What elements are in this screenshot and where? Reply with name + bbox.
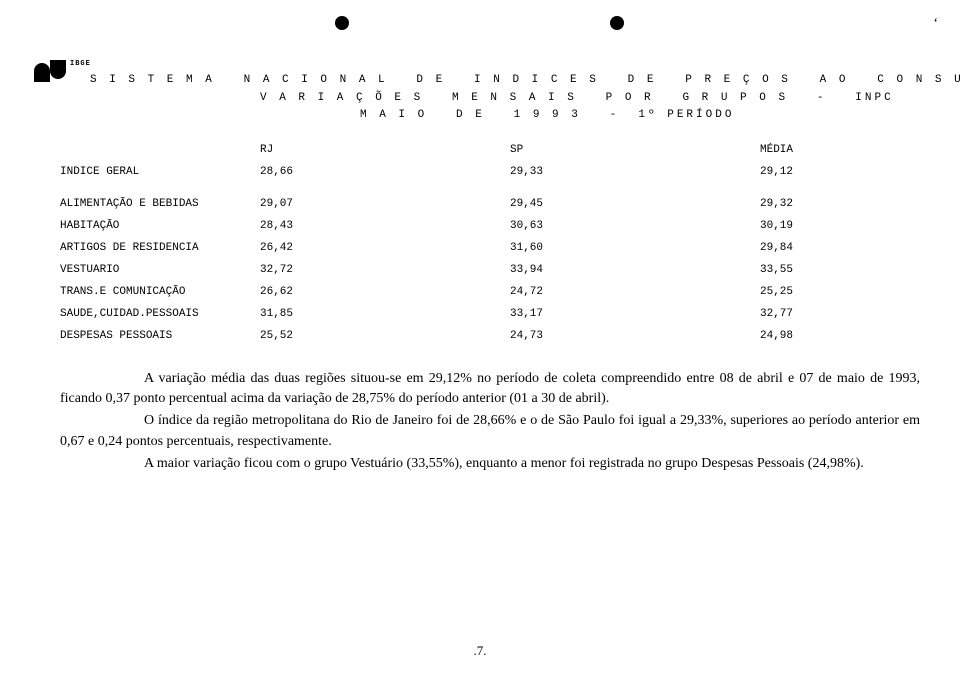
table-row: ARTIGOS DE RESIDENCIA 26,42 31,60 29,84 bbox=[60, 237, 920, 259]
header-line-1: S I S T E M A N A C I O N A L D E I N D … bbox=[90, 72, 920, 90]
row-label: TRANS.E COMUNICAÇÃO bbox=[60, 281, 260, 303]
row-media: 24,98 bbox=[760, 325, 920, 347]
col-blank bbox=[60, 139, 260, 161]
row-label: DESPESAS PESSOAIS bbox=[60, 325, 260, 347]
row-label: ALIMENTAÇÃO E BEBIDAS bbox=[60, 193, 260, 215]
row-media: 29,12 bbox=[760, 161, 920, 183]
table-row: INDICE GERAL 28,66 29,33 29,12 bbox=[60, 161, 920, 183]
page-content: S I S T E M A N A C I O N A L D E I N D … bbox=[60, 72, 920, 476]
punch-dot-2 bbox=[610, 16, 624, 30]
row-sp: 33,17 bbox=[510, 303, 760, 325]
table-row: TRANS.E COMUNICAÇÃO 26,62 24,72 25,25 bbox=[60, 281, 920, 303]
col-media: MÉDIA bbox=[760, 139, 920, 161]
row-label: INDICE GERAL bbox=[60, 161, 260, 183]
header-line-3: M A I O D E 1 9 9 3 - 1º PERÍODO bbox=[360, 107, 920, 125]
paragraph-1: A variação média das duas regiões situou… bbox=[60, 369, 920, 410]
row-sp: 29,33 bbox=[510, 161, 760, 183]
table-row: DESPESAS PESSOAIS 25,52 24,73 24,98 bbox=[60, 325, 920, 347]
data-table: RJ SP MÉDIA INDICE GERAL 28,66 29,33 29,… bbox=[60, 139, 920, 347]
body-text: A variação média das duas regiões situou… bbox=[60, 369, 920, 474]
row-rj: 32,72 bbox=[260, 259, 510, 281]
table-row: HABITAÇÃO 28,43 30,63 30,19 bbox=[60, 215, 920, 237]
row-sp: 24,73 bbox=[510, 325, 760, 347]
paragraph-3: A maior variação ficou com o grupo Vestu… bbox=[60, 454, 920, 474]
row-label: ARTIGOS DE RESIDENCIA bbox=[60, 237, 260, 259]
row-media: 30,19 bbox=[760, 215, 920, 237]
row-media: 33,55 bbox=[760, 259, 920, 281]
row-rj: 31,85 bbox=[260, 303, 510, 325]
row-rj: 28,66 bbox=[260, 161, 510, 183]
table-row: VESTUARIO 32,72 33,94 33,55 bbox=[60, 259, 920, 281]
row-sp: 24,72 bbox=[510, 281, 760, 303]
row-label: VESTUARIO bbox=[60, 259, 260, 281]
row-rj: 25,52 bbox=[260, 325, 510, 347]
logo-label: IBGE bbox=[70, 60, 91, 68]
row-media: 25,25 bbox=[760, 281, 920, 303]
row-media: 29,84 bbox=[760, 237, 920, 259]
col-sp: SP bbox=[510, 139, 760, 161]
row-media: 29,32 bbox=[760, 193, 920, 215]
table-row: SAUDE,CUIDAD.PESSOAIS 31,85 33,17 32,77 bbox=[60, 303, 920, 325]
table-row: ALIMENTAÇÃO E BEBIDAS 29,07 29,45 29,32 bbox=[60, 193, 920, 215]
row-sp: 33,94 bbox=[510, 259, 760, 281]
row-sp: 29,45 bbox=[510, 193, 760, 215]
row-rj: 26,62 bbox=[260, 281, 510, 303]
row-label: HABITAÇÃO bbox=[60, 215, 260, 237]
paragraph-2: O índice da região metropolitana do Rio … bbox=[60, 411, 920, 452]
row-sp: 31,60 bbox=[510, 237, 760, 259]
row-label: SAUDE,CUIDAD.PESSOAIS bbox=[60, 303, 260, 325]
page-number: .7. bbox=[0, 643, 960, 659]
logo-block: IBGE bbox=[34, 60, 91, 68]
punch-dot-1 bbox=[335, 16, 349, 30]
row-sp: 30,63 bbox=[510, 215, 760, 237]
row-rj: 26,42 bbox=[260, 237, 510, 259]
row-rj: 29,07 bbox=[260, 193, 510, 215]
stray-mark: ‘ bbox=[933, 16, 938, 32]
header-line-2: V A R I A Ç Õ E S M E N S A I S P O R G … bbox=[260, 90, 920, 108]
row-media: 32,77 bbox=[760, 303, 920, 325]
col-rj: RJ bbox=[260, 139, 510, 161]
table-header-row: RJ SP MÉDIA bbox=[60, 139, 920, 161]
row-rj: 28,43 bbox=[260, 215, 510, 237]
